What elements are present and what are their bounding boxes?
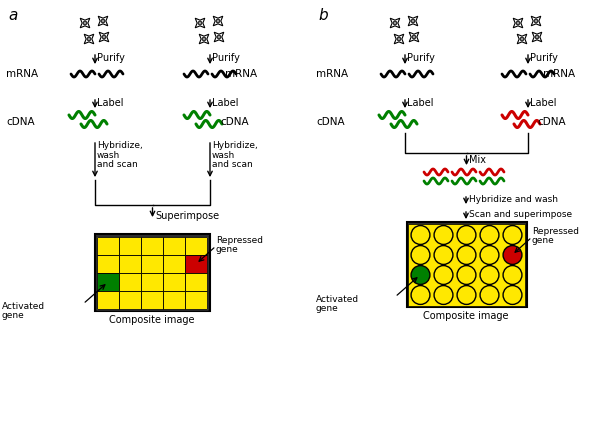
- Text: Activated: Activated: [316, 295, 359, 304]
- Circle shape: [480, 246, 499, 264]
- Circle shape: [503, 286, 522, 305]
- Circle shape: [503, 266, 522, 284]
- Circle shape: [434, 266, 453, 284]
- Circle shape: [411, 266, 430, 284]
- Circle shape: [434, 225, 453, 244]
- Circle shape: [103, 36, 105, 38]
- Bar: [97, 255, 119, 273]
- Text: Superimpose: Superimpose: [156, 211, 220, 221]
- Text: Purify: Purify: [212, 53, 240, 63]
- Text: wash: wash: [212, 151, 236, 160]
- Text: Label: Label: [212, 98, 239, 108]
- Circle shape: [457, 246, 476, 264]
- Text: cDNA: cDNA: [220, 117, 248, 127]
- Text: Repressed: Repressed: [216, 236, 263, 245]
- Text: Purify: Purify: [530, 53, 558, 63]
- Bar: [163, 237, 185, 255]
- Text: Scan and superimpose: Scan and superimpose: [469, 210, 572, 219]
- Text: Hybridize,: Hybridize,: [212, 141, 258, 150]
- Circle shape: [199, 22, 200, 24]
- Bar: [141, 237, 163, 255]
- Circle shape: [434, 246, 453, 264]
- Bar: [119, 255, 141, 273]
- Circle shape: [522, 38, 523, 40]
- Circle shape: [411, 246, 430, 264]
- Text: Label: Label: [530, 98, 557, 108]
- Bar: [185, 291, 207, 309]
- Text: and scan: and scan: [212, 160, 253, 169]
- Circle shape: [413, 36, 415, 38]
- Circle shape: [535, 20, 537, 22]
- Text: cDNA: cDNA: [6, 117, 34, 127]
- Bar: [163, 273, 185, 291]
- Bar: [163, 291, 185, 309]
- Text: gene: gene: [216, 245, 239, 254]
- Text: mRNA: mRNA: [6, 69, 38, 79]
- Text: mRNA: mRNA: [225, 69, 257, 79]
- Text: mRNA: mRNA: [543, 69, 575, 79]
- Text: Hybridize,: Hybridize,: [97, 141, 143, 150]
- Bar: [141, 291, 163, 309]
- Text: Activated: Activated: [2, 302, 45, 311]
- Text: Purify: Purify: [407, 53, 435, 63]
- Text: and scan: and scan: [97, 160, 138, 169]
- Circle shape: [399, 38, 400, 40]
- Circle shape: [412, 20, 414, 22]
- Bar: [119, 273, 141, 291]
- Text: gene: gene: [2, 311, 25, 320]
- Text: gene: gene: [532, 236, 555, 245]
- Circle shape: [434, 286, 453, 305]
- Bar: [97, 291, 119, 309]
- Bar: [408, 224, 525, 306]
- Bar: [95, 234, 210, 311]
- Text: Mix: Mix: [469, 155, 486, 165]
- Bar: [185, 273, 207, 291]
- Text: mRNA: mRNA: [316, 69, 348, 79]
- Circle shape: [503, 225, 522, 244]
- Circle shape: [457, 266, 476, 284]
- Text: Label: Label: [97, 98, 124, 108]
- Circle shape: [84, 22, 85, 24]
- Circle shape: [457, 286, 476, 305]
- Bar: [96, 236, 208, 310]
- Text: a: a: [8, 8, 17, 23]
- Bar: [119, 237, 141, 255]
- Circle shape: [411, 225, 430, 244]
- Circle shape: [218, 36, 220, 38]
- Circle shape: [457, 225, 476, 244]
- Text: b: b: [318, 8, 328, 23]
- Circle shape: [536, 36, 538, 38]
- Bar: [163, 255, 185, 273]
- Text: Label: Label: [407, 98, 434, 108]
- Circle shape: [89, 38, 90, 40]
- Circle shape: [503, 246, 522, 264]
- Bar: [185, 255, 207, 273]
- Circle shape: [480, 225, 499, 244]
- Text: gene: gene: [316, 304, 339, 313]
- Text: cDNA: cDNA: [537, 117, 566, 127]
- Text: cDNA: cDNA: [316, 117, 344, 127]
- Bar: [119, 291, 141, 309]
- Circle shape: [217, 20, 219, 22]
- Text: Composite image: Composite image: [109, 315, 195, 325]
- Bar: [141, 273, 163, 291]
- Text: Repressed: Repressed: [532, 227, 579, 236]
- Circle shape: [480, 266, 499, 284]
- Circle shape: [480, 286, 499, 305]
- Bar: [141, 255, 163, 273]
- Bar: [185, 237, 207, 255]
- Circle shape: [102, 20, 104, 22]
- Bar: [97, 273, 119, 291]
- Bar: [97, 237, 119, 255]
- Circle shape: [411, 286, 430, 305]
- Circle shape: [394, 22, 395, 24]
- Circle shape: [204, 38, 205, 40]
- Circle shape: [517, 22, 518, 24]
- Bar: [407, 222, 526, 308]
- Text: Hybridize and wash: Hybridize and wash: [469, 195, 558, 204]
- Text: Purify: Purify: [97, 53, 125, 63]
- Text: wash: wash: [97, 151, 121, 160]
- Text: Composite image: Composite image: [423, 311, 509, 321]
